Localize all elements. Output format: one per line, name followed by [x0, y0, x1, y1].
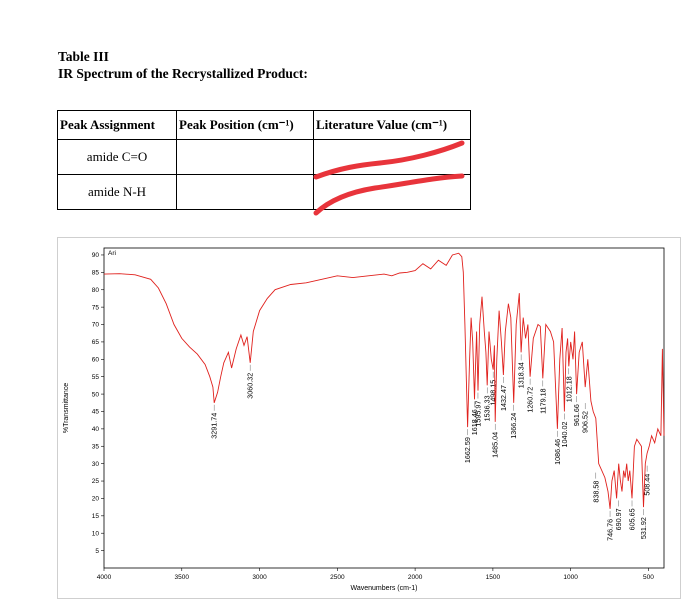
peak-table: Peak Assignment Peak Position (cm⁻¹) Lit…	[57, 110, 471, 210]
peak-label: 961.66	[572, 404, 581, 426]
y-tick-label: 75	[92, 304, 100, 311]
y-tick-label: 35	[92, 443, 100, 450]
peak-label: 1662.59	[463, 437, 472, 463]
literature-cell[interactable]	[313, 139, 471, 175]
peak-label: 1618.46	[470, 409, 479, 435]
peak-label: 1086.46	[553, 439, 562, 465]
column-header-literature: Literature Value (cm⁻¹)	[313, 110, 471, 140]
y-tick-label: 5	[95, 548, 99, 555]
peak-label: 1485.04	[491, 432, 500, 458]
peak-label: 1040.02	[560, 422, 569, 448]
y-tick-label: 30	[92, 461, 100, 468]
table-header-row: Peak Assignment Peak Position (cm⁻¹) Lit…	[57, 110, 471, 140]
y-tick-label: 15	[92, 513, 100, 520]
x-axis-label: Wavenumbers (cm-1)	[350, 585, 417, 592]
peak-label: 508.44	[643, 474, 652, 496]
column-header-position: Peak Position (cm⁻¹)	[176, 110, 314, 140]
y-tick-label: 45	[92, 409, 100, 416]
peak-label: 838.58	[591, 481, 600, 503]
assignment-cell: amide N-H	[57, 174, 177, 210]
peak-label: 1260.72	[526, 387, 535, 413]
peak-label: 690.97	[614, 508, 623, 530]
x-tick-label: 4000	[97, 574, 112, 581]
y-tick-label: 85	[92, 270, 100, 277]
table-caption: IR Spectrum of the Recrystallized Produc…	[58, 66, 308, 81]
x-tick-label: 2500	[330, 574, 345, 581]
peak-label: 1498.15	[489, 380, 498, 406]
peak-label: 1432.47	[499, 385, 508, 411]
spectrum-line	[103, 252, 665, 509]
y-tick-label: 90	[92, 252, 100, 259]
table-row: amide C=O	[57, 139, 471, 175]
legend-label: Ari	[108, 250, 116, 257]
peak-label: 3060.32	[246, 373, 255, 399]
x-tick-label: 3500	[175, 574, 190, 581]
peak-label: 3291.74	[210, 413, 219, 439]
literature-cell[interactable]	[313, 174, 471, 210]
x-tick-label: 1500	[486, 574, 501, 581]
y-tick-label: 25	[92, 478, 100, 485]
peak-label: 531.92	[639, 517, 648, 539]
y-tick-label: 70	[92, 322, 100, 329]
y-tick-label: 10	[92, 530, 100, 537]
ir-spectrum-chart: 5 10 15 20 25 30 35 40 45 50 55 60 65 70 75 80 85 90 4000…	[57, 237, 681, 599]
x-tick-label: 3000	[252, 574, 267, 581]
y-tick-label: 20	[92, 496, 100, 503]
peak-label: 1179.18	[538, 388, 547, 413]
position-cell[interactable]	[176, 139, 314, 175]
y-tick-label: 80	[92, 287, 100, 294]
table-row: amide N-H	[57, 174, 471, 210]
assignment-cell: amide C=O	[57, 139, 177, 175]
y-axis-label: %Transmittance	[63, 383, 70, 433]
column-header-assignment: Peak Assignment	[57, 110, 177, 140]
y-tick-label: 40	[92, 426, 100, 433]
y-tick-label: 50	[92, 391, 100, 398]
peak-label: 1595.97	[474, 401, 483, 427]
x-tick-label: 1000	[563, 574, 578, 581]
x-tick-label: 2000	[408, 574, 423, 581]
spectrum-plot: 5 10 15 20 25 30 35 40 45 50 55 60 65 70 75 80 85 90 4000…	[63, 247, 665, 592]
position-cell[interactable]	[176, 174, 314, 210]
table-number: Table III	[58, 49, 109, 64]
peak-label: 1366.24	[509, 413, 518, 439]
peak-label: 1012.18	[564, 376, 573, 402]
peak-label: 1318.34	[517, 362, 526, 388]
plot-frame	[103, 247, 665, 569]
y-tick-label: 65	[92, 339, 100, 346]
x-tick-label: 500	[643, 574, 654, 581]
peak-label: 906.52	[581, 411, 590, 433]
y-tick-label: 55	[92, 374, 100, 381]
peak-label: 746.76	[606, 519, 615, 541]
peak-label: 1536.33	[483, 395, 492, 421]
y-tick-label: 60	[92, 357, 100, 364]
peak-label: 605.65	[628, 508, 637, 530]
